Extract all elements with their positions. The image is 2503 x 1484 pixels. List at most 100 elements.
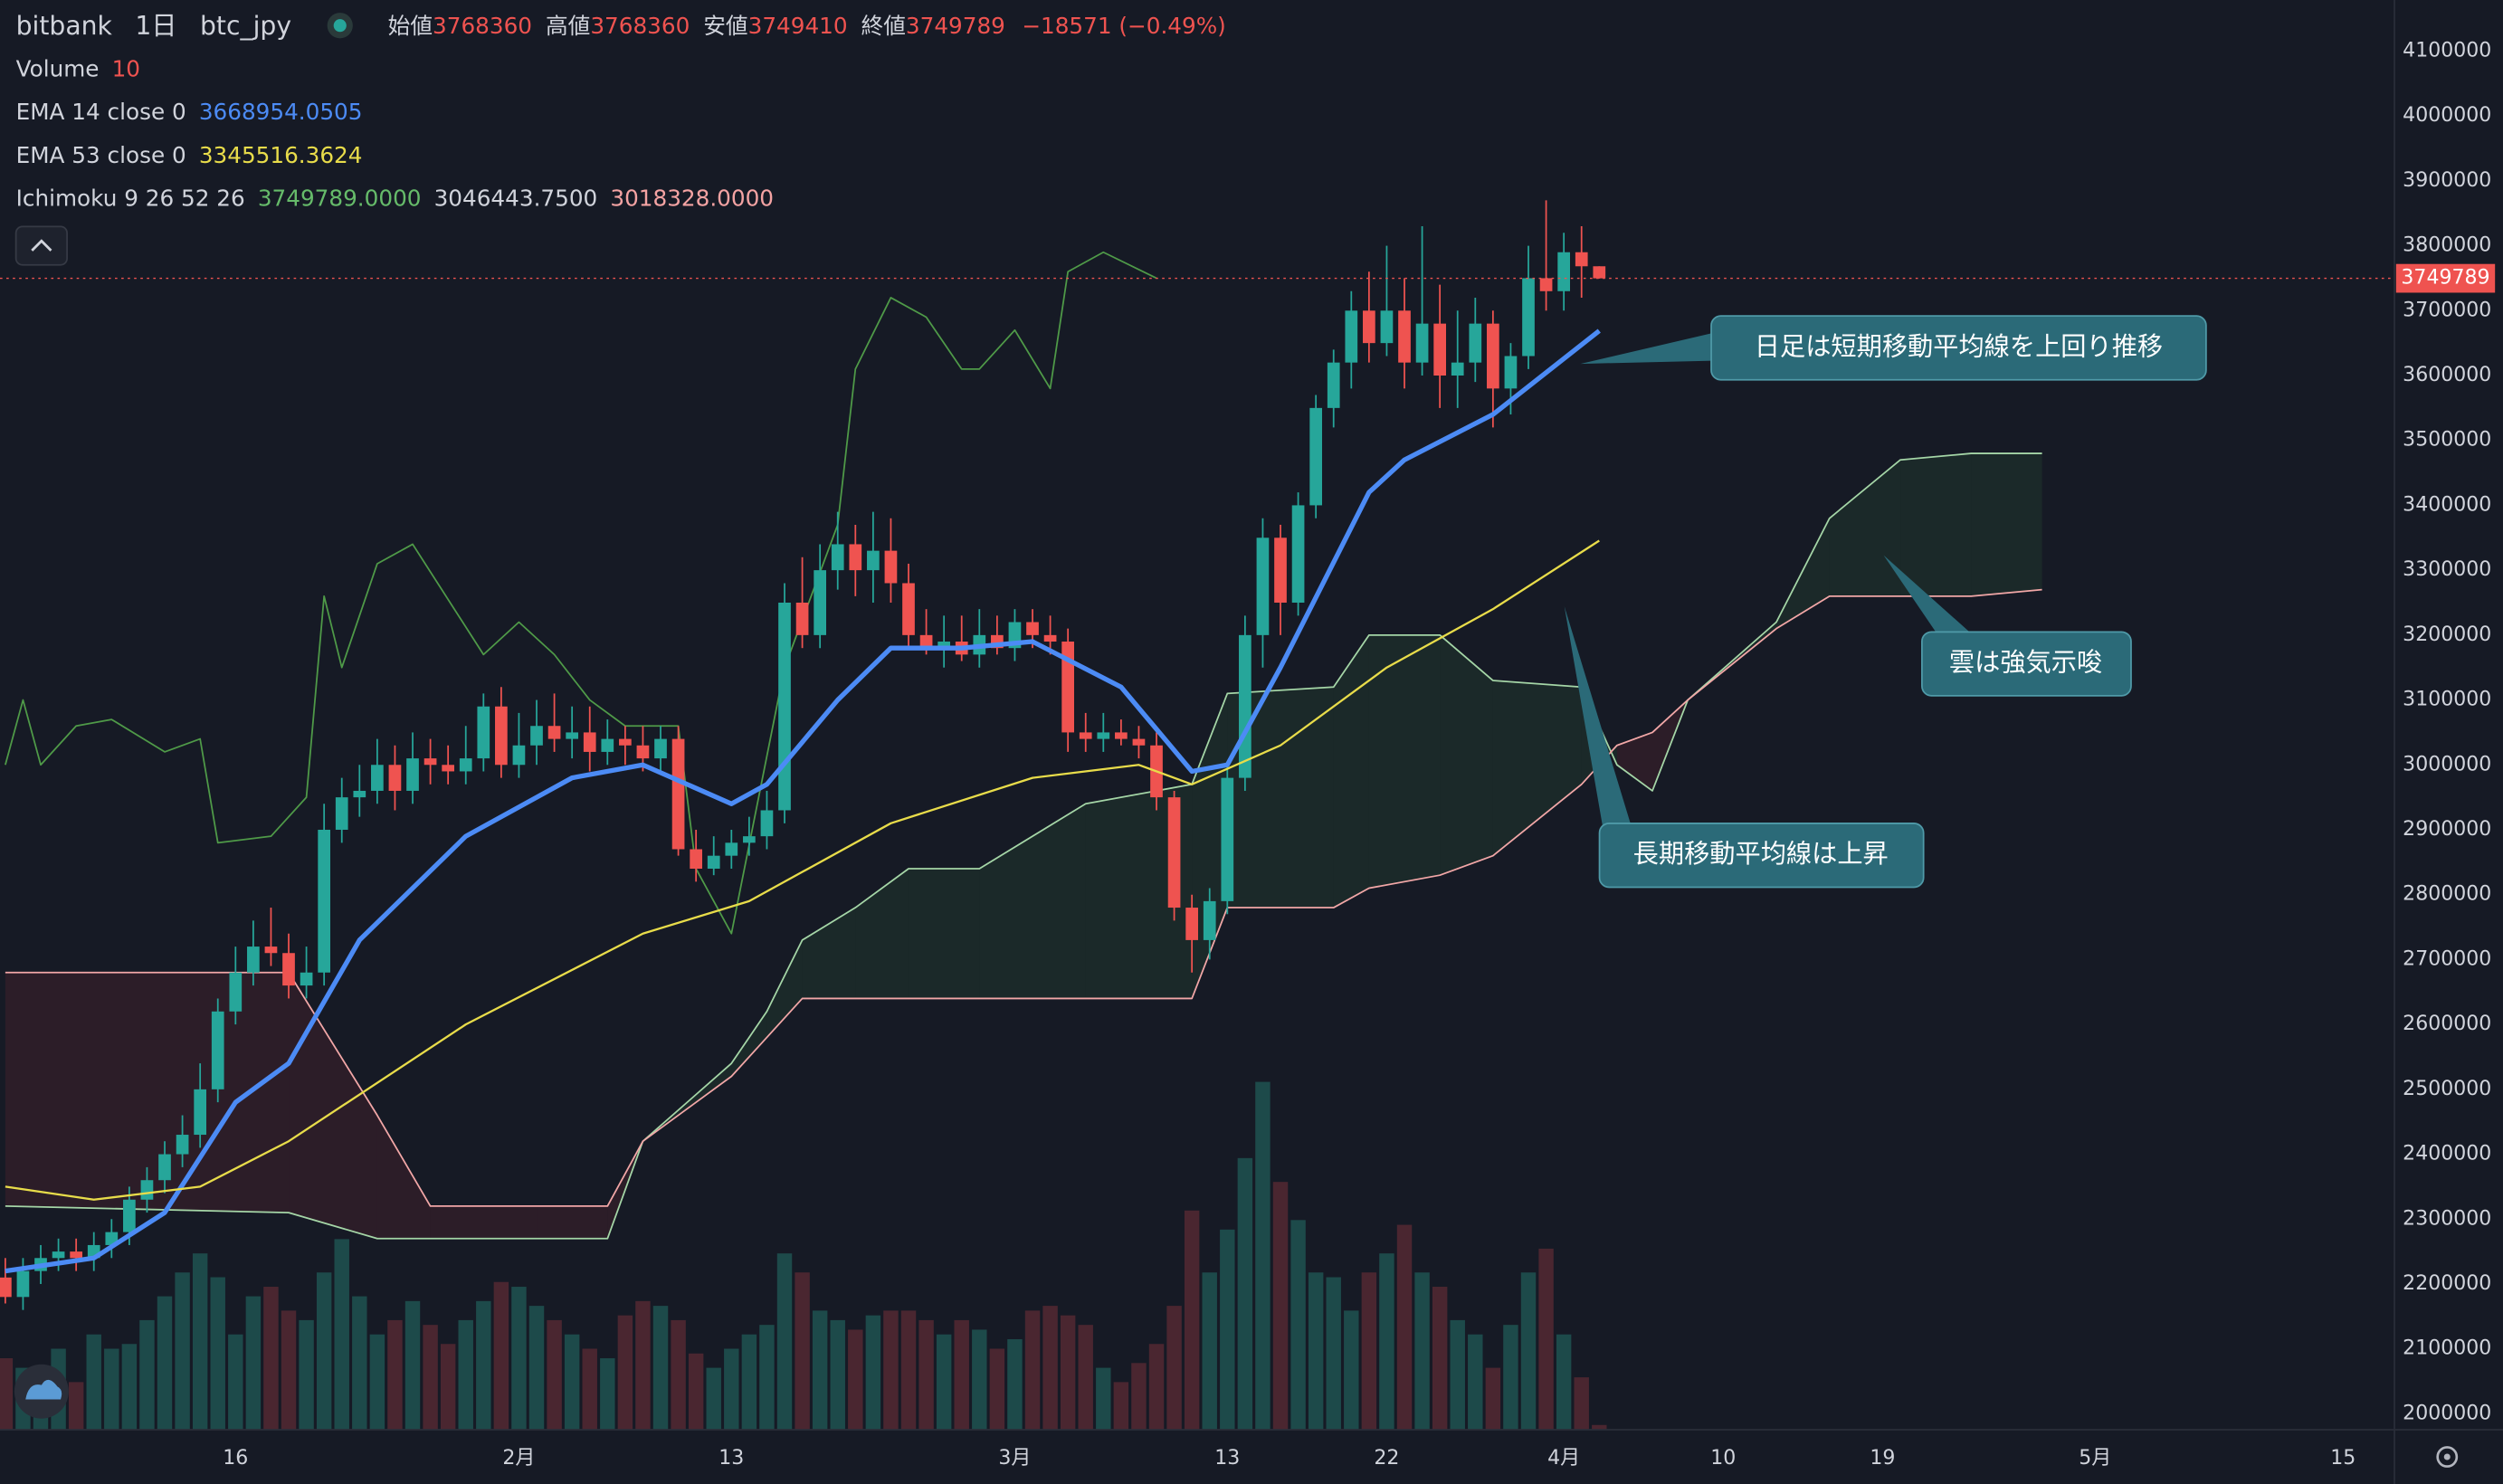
volume-bar bbox=[493, 1281, 509, 1431]
ohlc-header: 始値3768360 高値3768360 安値3749410 終値3749789 … bbox=[388, 13, 1226, 39]
cloud-fill bbox=[909, 869, 980, 999]
settings-button[interactable] bbox=[2436, 1446, 2459, 1468]
interval: 1日 bbox=[135, 11, 176, 41]
volume-bar bbox=[865, 1315, 881, 1431]
volume-bar bbox=[1060, 1315, 1076, 1431]
volume-bar bbox=[1148, 1344, 1165, 1431]
volume-bar bbox=[830, 1319, 845, 1431]
volume-bar bbox=[369, 1334, 385, 1431]
candle-body bbox=[52, 1251, 65, 1259]
volume-bar bbox=[1166, 1306, 1182, 1431]
callout-box bbox=[1598, 823, 1925, 889]
volume-bar bbox=[724, 1348, 739, 1431]
candle-body bbox=[424, 758, 437, 766]
volume-bar bbox=[954, 1319, 969, 1431]
y-tick-label: 3900000 bbox=[2403, 169, 2491, 192]
y-tick-label: 3500000 bbox=[2403, 429, 2491, 452]
collapse-button[interactable] bbox=[14, 225, 68, 266]
candle-body bbox=[300, 972, 313, 986]
volume-bar bbox=[1485, 1367, 1501, 1431]
volume-bar bbox=[1592, 1424, 1607, 1431]
x-tick-label: 10 bbox=[1710, 1447, 1736, 1470]
volume-bar bbox=[476, 1300, 491, 1431]
callout-box bbox=[1921, 631, 2132, 697]
candle-body bbox=[1557, 252, 1570, 291]
y-tick-label: 2900000 bbox=[2403, 818, 2491, 841]
plot-area bbox=[0, 200, 2395, 1431]
x-tick-label: 15 bbox=[2330, 1447, 2355, 1470]
volume-bar bbox=[511, 1287, 527, 1431]
cloud-fill bbox=[376, 1115, 431, 1239]
ema-line bbox=[5, 539, 1600, 1201]
candle-body bbox=[1363, 310, 1375, 344]
cloud-fill bbox=[1085, 784, 1193, 999]
volume-bar bbox=[1308, 1272, 1324, 1431]
ohlc-name: 始値 bbox=[388, 13, 433, 39]
candle-body bbox=[1522, 278, 1535, 357]
candle-body bbox=[158, 1154, 171, 1181]
cloud-fill bbox=[1440, 634, 1493, 876]
x-tick-label: 3月 bbox=[998, 1447, 1031, 1470]
ohlc-value: 3749410 bbox=[748, 13, 848, 39]
ichimoku-lagging-span bbox=[5, 251, 1157, 935]
volume-bar bbox=[1113, 1382, 1129, 1431]
volume-bar bbox=[1220, 1229, 1235, 1431]
candle-body bbox=[884, 550, 898, 584]
volume-bar bbox=[1131, 1363, 1147, 1431]
volume-bar bbox=[688, 1353, 704, 1431]
indicator-name: EMA 14 close 0 bbox=[16, 99, 186, 125]
volume-bar bbox=[918, 1319, 934, 1431]
cloud-fill bbox=[1492, 680, 1582, 856]
volume-bar bbox=[582, 1348, 597, 1431]
volume-bar bbox=[281, 1310, 297, 1431]
symbol-header: bitbank 1日 btc_jpy bbox=[16, 11, 291, 41]
settings-icon bbox=[2443, 1453, 2451, 1460]
indicator-name: EMA 53 close 0 bbox=[16, 142, 186, 168]
indicator-legend: EMA 53 close 0 3345516.3624 bbox=[16, 142, 363, 168]
indicator-value: 3345516.3624 bbox=[199, 142, 363, 168]
volume-bar bbox=[316, 1272, 332, 1431]
y-tick-label: 2300000 bbox=[2403, 1207, 2491, 1230]
callout-pointer bbox=[1883, 555, 1974, 635]
candle-body bbox=[743, 836, 756, 843]
cloud-fill bbox=[1227, 687, 1334, 908]
cloud-fill bbox=[802, 908, 856, 999]
indicator-legend: Volume 10 bbox=[16, 56, 140, 82]
callout-box bbox=[1710, 315, 2207, 381]
indicator-value: 10 bbox=[112, 56, 140, 82]
cloud-fill bbox=[766, 939, 803, 1038]
candle-body bbox=[1061, 642, 1075, 733]
volume-bar bbox=[1379, 1253, 1394, 1431]
y-tick-label: 2400000 bbox=[2403, 1143, 2491, 1165]
volume-bar bbox=[157, 1296, 173, 1431]
volume-bar bbox=[600, 1358, 615, 1431]
volume-bar bbox=[1290, 1220, 1306, 1431]
candle-body bbox=[1026, 622, 1039, 635]
volume-bar bbox=[1237, 1157, 1253, 1431]
cloud-fill bbox=[855, 869, 909, 999]
volume-bar bbox=[1255, 1081, 1271, 1431]
symbol: btc_jpy bbox=[200, 11, 291, 41]
candle-body bbox=[547, 726, 561, 739]
volume-bar bbox=[1468, 1334, 1483, 1431]
callout-text: 雲は強気示唆 bbox=[1949, 648, 2102, 678]
cloud-fill bbox=[1616, 732, 1653, 791]
candle-body bbox=[760, 810, 774, 837]
indicator-legend: Ichimoku 9 26 52 26 3749789.0000 3046443.7… bbox=[16, 185, 774, 211]
volume-bar bbox=[741, 1334, 757, 1431]
volume-bar bbox=[1202, 1272, 1217, 1431]
y-tick-label: 2500000 bbox=[2403, 1078, 2491, 1100]
candle-body bbox=[1221, 777, 1234, 901]
y-tick-label: 3100000 bbox=[2403, 689, 2491, 711]
volume-bar bbox=[440, 1344, 456, 1431]
callout-text: 日足は短期移動平均線を上回り推移 bbox=[1755, 331, 2163, 361]
ohlc-value: 3768360 bbox=[590, 13, 690, 39]
candle-body bbox=[1380, 310, 1394, 344]
volume-bar bbox=[1042, 1306, 1058, 1431]
volume-bar bbox=[1024, 1310, 1041, 1431]
status-dot bbox=[333, 19, 347, 33]
volume-bar bbox=[1503, 1325, 1518, 1431]
indicator-legend: EMA 14 close 0 3668954.0505 bbox=[16, 99, 363, 125]
volume-bar bbox=[139, 1319, 155, 1431]
y-tick-label: 3800000 bbox=[2403, 234, 2491, 257]
